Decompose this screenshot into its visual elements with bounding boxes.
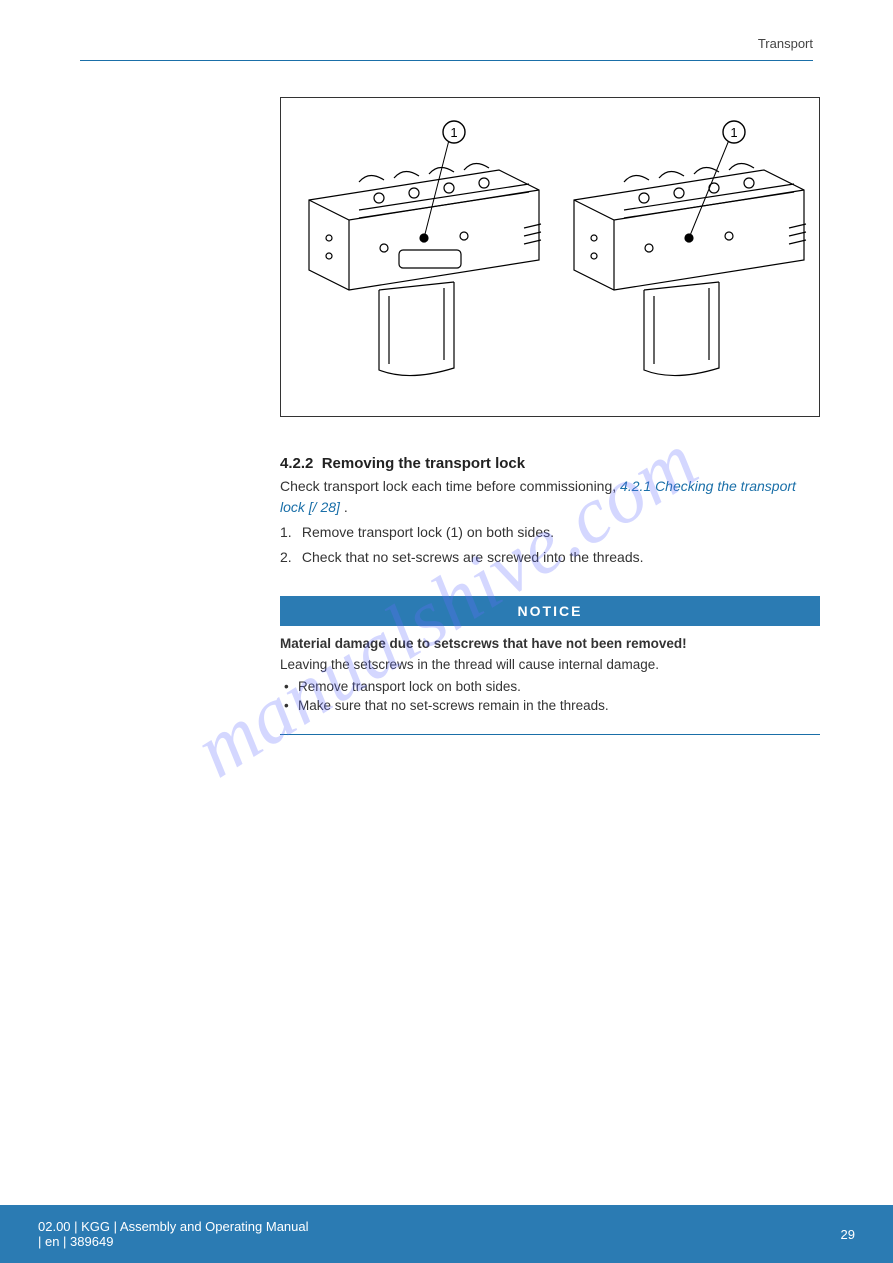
footer-bar: 02.00 | KGG | Assembly and Operating Man… xyxy=(0,1205,893,1263)
callout-1-left: 1 xyxy=(450,125,457,140)
intro-text-b: . xyxy=(344,499,348,515)
step-2-text: Check that no set-screws are screwed int… xyxy=(302,549,644,565)
notice-body: Leaving the setscrews in the thread will… xyxy=(280,655,820,675)
separator-rule xyxy=(280,734,820,735)
step-2-num: 2. xyxy=(280,547,298,568)
footer-page-number: 29 xyxy=(583,1227,855,1242)
notice-bullet-1: Remove transport lock on both sides. xyxy=(280,677,820,697)
section-number: 4.2.2 xyxy=(280,455,313,472)
step-1-num: 1. xyxy=(280,522,298,543)
section-title: Removing the transport lock xyxy=(322,455,525,472)
figure-transport-lock: 1 1 xyxy=(280,97,820,417)
notice-bullets: Remove transport lock on both sides. Mak… xyxy=(280,677,820,716)
footer-left: 02.00 | KGG | Assembly and Operating Man… xyxy=(38,1219,310,1249)
intro-text-a: Check transport lock each time before co… xyxy=(280,478,616,494)
notice-subtitle: Material damage due to setscrews that ha… xyxy=(280,636,820,651)
notice-bullet-2: Make sure that no set-screws remain in t… xyxy=(280,696,820,716)
xref-link-page: [/ 28] xyxy=(309,499,340,515)
top-rule xyxy=(80,60,813,61)
header-chapter: Transport xyxy=(758,36,813,51)
notice-bar: NOTICE xyxy=(280,596,820,626)
callout-1-right: 1 xyxy=(730,125,737,140)
step-1-text: Remove transport lock (1) on both sides. xyxy=(302,524,554,540)
